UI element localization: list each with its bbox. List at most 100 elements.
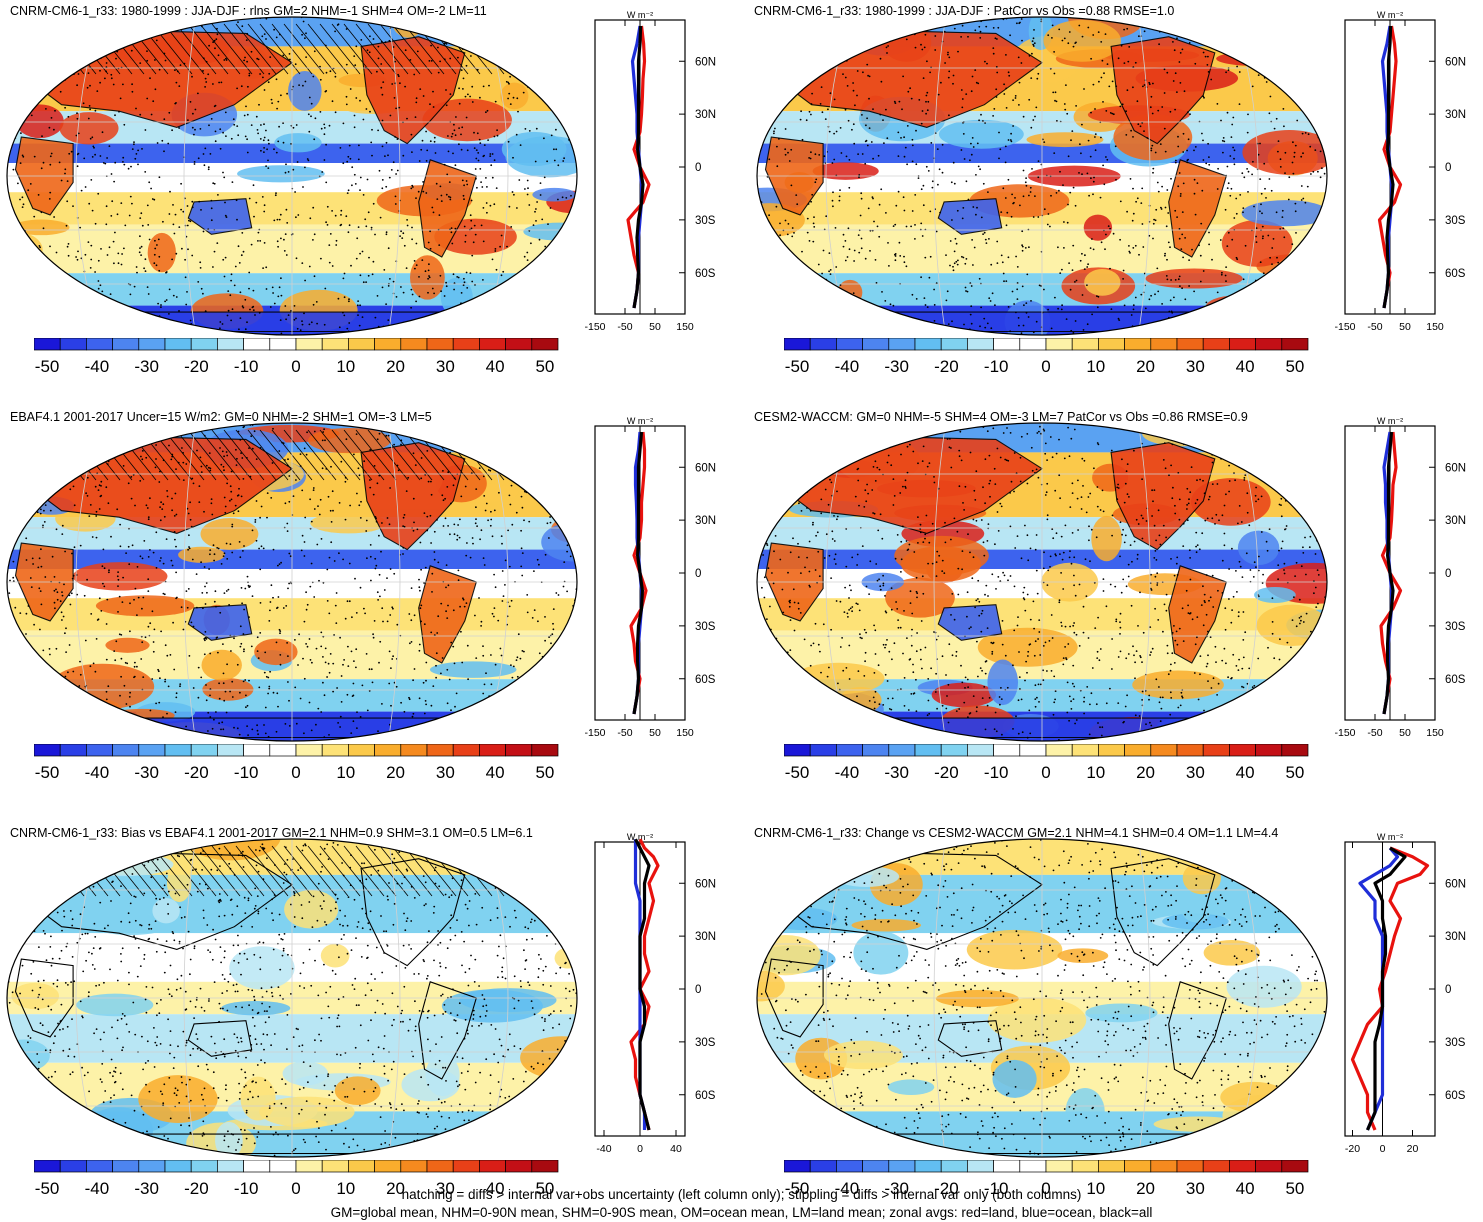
colorbar-bin [915,338,941,350]
colorbar-bin [479,744,505,756]
colorbar-bin [86,1160,112,1172]
zonal-x-tick-label: -20 [1345,1143,1360,1155]
colorbar-bin [375,1160,401,1172]
colorbar-tick-label: 10 [1086,763,1105,782]
colorbar-bin [60,744,86,756]
colorbar-bin [296,338,322,350]
colorbar-bin [479,338,505,350]
colorbar-bin [113,744,139,756]
colorbar-tick-label: 20 [1136,763,1155,782]
colorbar-bin [322,1160,348,1172]
colorbar-tick-label: 30 [1186,357,1205,376]
colorbar-bin [994,744,1020,756]
colorbar-bin [401,338,427,350]
colorbar-bin [375,338,401,350]
zonal-lat-label: 30S [695,621,716,633]
colorbar-bin [479,1160,505,1172]
colorbar-tick-label: -40 [835,357,860,376]
colorbar-tick-label: -10 [984,763,1009,782]
zonal-lat-label: 60S [1445,268,1466,280]
colorbar-bin [784,744,810,756]
zonal-lat-label: 30S [1445,1037,1466,1049]
colorbar-bin [836,338,862,350]
colorbar-tick-label: 50 [535,763,554,782]
colorbar-bin [1256,744,1282,756]
colorbar-bin [941,338,967,350]
colorbar-bin [401,744,427,756]
graticule [754,14,1330,338]
map-plot [754,420,1330,744]
colorbar-tick-label: 40 [486,357,505,376]
colorbar-bin [810,1160,836,1172]
colorbar-bin [296,744,322,756]
colorbar-bin [1203,338,1229,350]
zonal-lat-label: 0 [695,162,701,174]
colorbar-tick-label: -50 [35,763,60,782]
chart-panel: EBAF4.1 2001-2017 Uncer=15 W/m2: GM=0 NH… [0,406,733,806]
colorbar-tick-label: 10 [336,357,355,376]
colorbar-bin [270,338,296,350]
zonal-lat-label: 0 [1445,162,1451,174]
footer-line-1: hatching = diffs > internal var+obs unce… [0,1187,1483,1203]
colorbar-tick-label: -50 [785,357,810,376]
colorbar-bin [506,338,532,350]
colorbar-bin [217,338,243,350]
colorbar-tick-label: 0 [291,763,300,782]
colorbar-bin [784,338,810,350]
colorbar-bin [270,1160,296,1172]
map-plot [4,14,580,338]
zonal-lat-label: 0 [695,568,701,580]
colorbar-bin [427,744,453,756]
colorbar-bin [863,1160,889,1172]
colorbar-bin [244,744,270,756]
zonal-lat-label: 60S [695,268,716,280]
colorbar-bin [532,338,558,350]
zonal-x-tick-label: 50 [1399,727,1411,739]
colorbar-tick-label: -10 [234,763,259,782]
colorbar-bin [1177,1160,1203,1172]
zonal-lat-label: 60S [695,674,716,686]
colorbar-bin [889,338,915,350]
zonal-lat-label: 30S [695,1037,716,1049]
zonal-x-tick-label: -150 [585,727,606,739]
zonal-lat-label: 30N [695,931,716,943]
colorbar-bin [375,744,401,756]
zonal-x-tick-label: 150 [1426,321,1444,333]
colorbar-tick-label: -30 [884,763,909,782]
graticule [754,836,1330,1160]
colorbar-tick-label: 0 [1041,763,1050,782]
zonal-x-tick-label: 40 [670,1143,682,1155]
colorbar-tick-label: -50 [35,357,60,376]
colorbar-bin [139,1160,165,1172]
colorbar-tick-label: 50 [1285,357,1304,376]
zonal-lat-label: 30N [695,515,716,527]
colorbar-bin [165,1160,191,1172]
colorbar-bin [967,744,993,756]
colorbar-tick-label: -40 [85,357,110,376]
zonal-lat-label: 30N [1445,931,1466,943]
colorbar-bin [1177,338,1203,350]
colorbar-bin [941,1160,967,1172]
colorbar-bin [427,1160,453,1172]
colorbar-bin [217,744,243,756]
colorbar-bin [86,744,112,756]
zonal-lat-label: 0 [695,984,701,996]
colorbar-tick-label: 0 [1041,357,1050,376]
zonal-x-tick-label: 50 [1399,321,1411,333]
zonal-x-tick-label: 150 [676,727,694,739]
map-plot [4,420,580,744]
colorbar-bin [506,744,532,756]
graticule [4,836,580,1160]
colorbar-bin [1151,338,1177,350]
colorbar-bin [1151,744,1177,756]
colorbar-bin [967,1160,993,1172]
colorbar-bin [322,338,348,350]
colorbar-tick-label: 10 [1086,357,1105,376]
colorbar-bin [863,338,889,350]
zonal-lat-label: 30S [695,215,716,227]
zonal-line-all [1368,848,1406,1130]
